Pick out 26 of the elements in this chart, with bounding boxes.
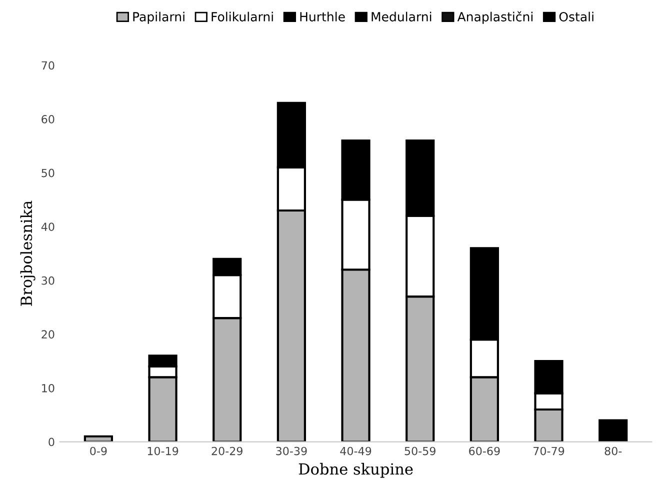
x-tick-label: 80-	[604, 446, 622, 456]
y-tick-label: 20	[42, 330, 54, 339]
x-tick-label: 10-19	[148, 446, 178, 456]
x-axis-title: Dobne skupine	[298, 462, 413, 478]
y-tick-label: 30	[42, 276, 54, 285]
x-tick-label: 0-9	[90, 446, 107, 456]
y-tick-label: 70	[42, 61, 54, 70]
y-tick-label: 10	[42, 384, 54, 392]
legend-label: Anaplastični	[457, 11, 532, 24]
x-tick-label: 20-29	[212, 446, 242, 456]
legend-label: Hurthle	[300, 12, 345, 22]
x-tick-label: 30-39	[276, 446, 307, 456]
x-tick-label: 60-69	[469, 446, 500, 456]
y-tick-label: 0	[48, 438, 54, 446]
legend-label: Medularni	[372, 12, 432, 22]
x-tick-label: 70-79	[534, 446, 564, 456]
y-axis-title: Brojbolesnika	[20, 200, 36, 306]
legend-label: Papilarni	[133, 12, 184, 24]
x-tick-label: 50-59	[404, 446, 436, 456]
legend-label: Ostali	[559, 12, 594, 22]
bar	[598, 419, 628, 442]
y-tick-label: 50	[42, 168, 54, 178]
y-tick-label: 40	[41, 222, 54, 231]
y-tick-label: 60	[42, 115, 54, 124]
x-tick-label: 40-49	[340, 446, 372, 456]
legend-label: Folikularni	[212, 12, 273, 22]
